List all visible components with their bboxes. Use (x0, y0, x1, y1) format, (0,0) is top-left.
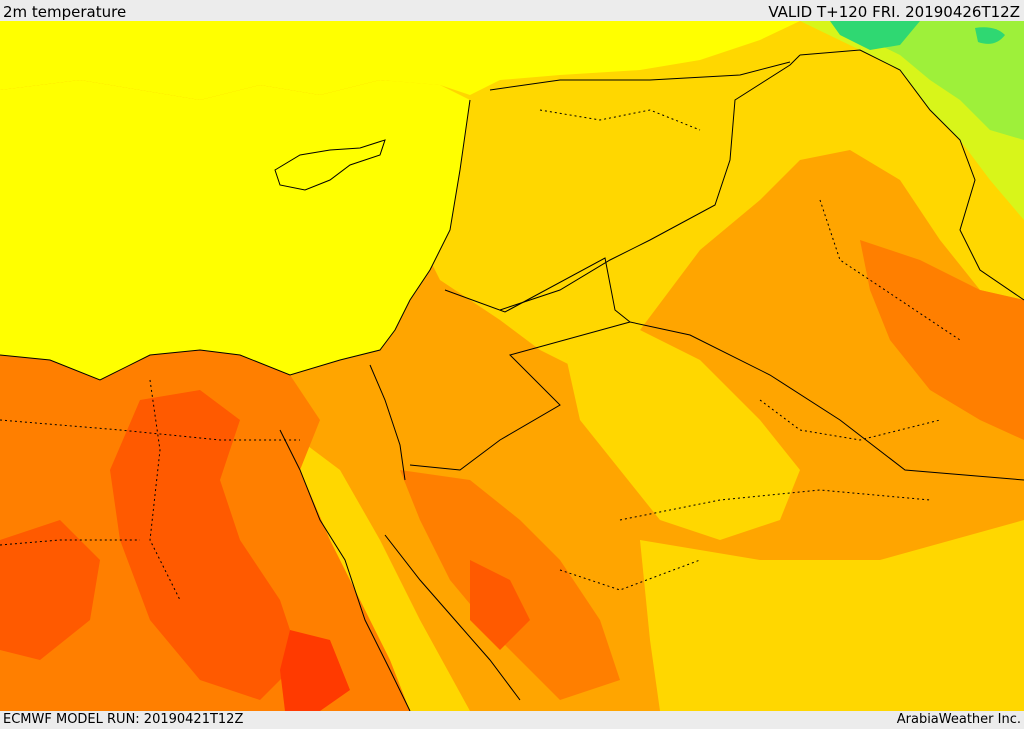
map-canvas (0, 21, 1024, 711)
border-syria-iraq (499, 54, 801, 311)
field-red-orange-egypt (110, 390, 300, 700)
model-run: ECMWF MODEL RUN: 20190421T12Z (3, 712, 244, 727)
border-iraq-saudi (629, 321, 1024, 481)
admin-line-7 (559, 559, 701, 591)
border-egypt-israel (369, 364, 406, 481)
map-title: 2m temperature (3, 3, 127, 21)
border-iraq-iran (799, 49, 1024, 301)
field-green-spot (975, 27, 1005, 44)
admin-line-2 (149, 379, 181, 601)
admin-line-8 (819, 199, 961, 341)
coast-red-sea-east (384, 534, 521, 701)
field-light-orange-south (640, 520, 1024, 711)
admin-line-4 (619, 489, 931, 521)
field-light-green-ne (830, 21, 1024, 140)
field-red-orange-arabia (470, 560, 530, 650)
field-red-orange-west (0, 520, 100, 660)
footer-bar: ECMWF MODEL RUN: 20190421T12Z ArabiaWeat… (0, 711, 1024, 729)
field-red (280, 630, 350, 711)
admin-line-6 (759, 399, 941, 441)
dotted-admin-boundaries (0, 109, 961, 601)
field-yellow-mediterranean (0, 80, 470, 380)
coast-red-sea-west (279, 429, 411, 711)
field-dark-orange-iraq (860, 240, 1024, 440)
border-jordan (409, 257, 632, 471)
field-yellow-turkey (0, 21, 800, 100)
temperature-map (0, 21, 1024, 711)
border-turkey-syria (489, 61, 791, 91)
credit: ArabiaWeather Inc. (896, 712, 1021, 727)
field-green-ne (830, 21, 920, 50)
coastlines (0, 99, 521, 711)
coast-cyprus (274, 139, 386, 191)
admin-line-3 (0, 539, 140, 546)
field-light-orange-central (560, 330, 800, 540)
valid-time: VALID T+120 FRI. 20190426T12Z (768, 3, 1020, 21)
header-bar: 2m temperature VALID T+120 FRI. 20190426… (0, 0, 1024, 21)
borders (369, 49, 1024, 481)
admin-line-1 (0, 419, 300, 441)
field-light-orange-redsea (300, 440, 470, 711)
coast-mediterranean-south (0, 99, 471, 381)
admin-line-5 (539, 109, 701, 131)
field-light-orange-north (380, 21, 1024, 380)
